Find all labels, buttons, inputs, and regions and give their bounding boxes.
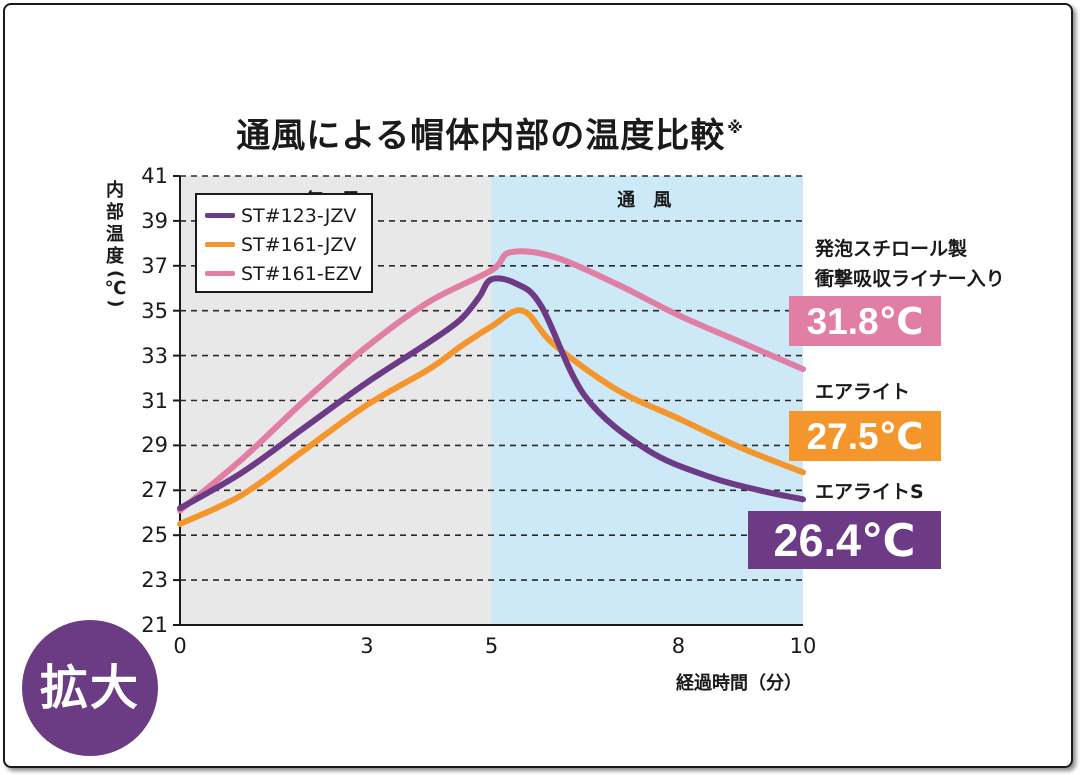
annotation-value-airlite: 27.5℃ [789, 411, 941, 461]
y-tick-label: 35 [141, 298, 168, 323]
y-tick-label: 37 [141, 253, 168, 278]
x-tick-label: 5 [484, 634, 499, 658]
annotation-label-airlite-s: エアライトS [815, 477, 924, 507]
x-tick-label: 0 [173, 634, 187, 658]
y-tick-label: 27 [141, 478, 168, 503]
image-frame [3, 3, 1073, 768]
legend: ST#123-JZV ST#161-JZV ST#161-EZV [195, 193, 373, 293]
x-tick-label: 3 [360, 634, 374, 658]
y-tick-label: 39 [141, 208, 168, 233]
legend-swatch [205, 242, 235, 247]
y-tick-label: 31 [141, 388, 168, 413]
legend-item: ST#161-EZV [205, 259, 365, 288]
title-note-mark: ※ [727, 118, 744, 137]
y-axis-unit: (℃) [105, 270, 126, 308]
legend-label: ST#123-JZV [241, 204, 357, 227]
y-tick-label: 29 [141, 433, 168, 458]
annotation-line: 衝撃吸収ライナー入り [815, 268, 1005, 290]
annotation-line: エアライトS [815, 481, 924, 503]
series-line-st123-jzv [177, 275, 806, 512]
legend-swatch [205, 271, 235, 276]
y-tick-label: 25 [141, 523, 168, 548]
legend-item: ST#161-JZV [205, 230, 365, 259]
legend-swatch [205, 213, 235, 218]
annotation-label-airlite: エアライト [815, 377, 910, 407]
series-line-st161-ezv [177, 248, 806, 514]
y-tick-label: 33 [141, 343, 168, 368]
chart-title: 通風による帽体内部の温度比較 ※ [236, 116, 744, 156]
legend-label: ST#161-EZV [241, 262, 362, 285]
zoom-button[interactable]: 拡大 [22, 620, 158, 756]
annotation-label-eps: 発泡スチロール製 衝撃吸収ライナー入り [815, 234, 1005, 294]
annotation-value-airlite-s: 26.4℃ [748, 511, 941, 569]
y-axis-label: 内部温度 (℃) [105, 180, 126, 308]
region-label-ventilated: 通 風 [617, 190, 678, 211]
legend-label: ST#161-JZV [241, 233, 357, 256]
annotation-value-eps: 31.8℃ [789, 296, 941, 346]
y-tick-label: 41 [141, 164, 168, 188]
annotation-line: エアライト [815, 381, 911, 403]
x-tick-label: 8 [671, 634, 686, 658]
y-tick-label: 23 [141, 568, 168, 593]
y-tick-label: 21 [141, 613, 168, 637]
annotation-line: 発泡スチロール製 [815, 238, 968, 260]
series-line-st161-jzv [177, 307, 806, 527]
x-tick-label: 10 [789, 634, 817, 658]
x-axis-label: 経過時間（分） [676, 673, 802, 694]
legend-item: ST#123-JZV [205, 201, 365, 230]
